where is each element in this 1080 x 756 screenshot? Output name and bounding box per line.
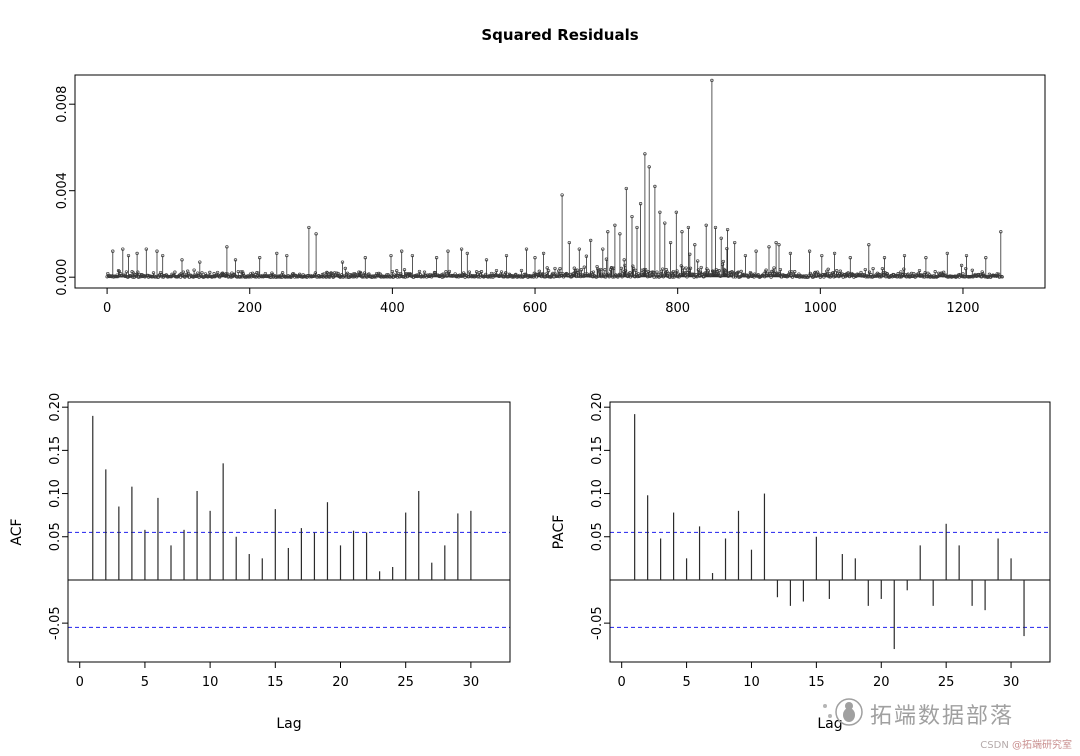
svg-text:200: 200	[237, 301, 262, 316]
watermark-credit: CSDN @拓端研究室	[980, 736, 1072, 751]
svg-text:30: 30	[1003, 675, 1020, 690]
svg-text:30: 30	[463, 675, 480, 690]
svg-text:10: 10	[743, 675, 760, 690]
svg-text:15: 15	[808, 675, 825, 690]
svg-text:-0.05: -0.05	[590, 606, 605, 640]
svg-text:10: 10	[202, 675, 219, 690]
svg-text:0.000: 0.000	[55, 259, 70, 296]
squared-residuals-plot: 0 200 400 600 800 1000 1200 0.000 0.004 0.008	[55, 74, 1046, 316]
watermark-brand: 拓端数据部落	[869, 704, 1014, 729]
chart-title: Squared Residuals	[481, 26, 639, 44]
svg-text:0.15: 0.15	[48, 436, 63, 465]
svg-text:5: 5	[141, 675, 149, 690]
svg-text:0.15: 0.15	[590, 436, 605, 465]
svg-text:0.05: 0.05	[48, 522, 63, 551]
svg-text:0.004: 0.004	[55, 172, 70, 209]
svg-text:0: 0	[618, 675, 626, 690]
pacf-y-axis-label: PACF	[551, 514, 567, 550]
svg-text:0.05: 0.05	[590, 522, 605, 551]
svg-text:1000: 1000	[804, 301, 837, 316]
acf-plot: 0 5 10 15 20 25 30 0.20 0.15 0.10 0.05 -0.05	[48, 393, 511, 690]
svg-text:0.10: 0.10	[590, 479, 605, 508]
pacf-plot: 0 5 10 15 20 25 30 0.20 0.15 0.10 0.05 -0.05	[590, 393, 1051, 690]
svg-text:25: 25	[938, 675, 955, 690]
svg-text:0.20: 0.20	[48, 393, 63, 422]
pacf-x-axis-label: Lag	[817, 716, 843, 732]
acf-x-axis-label: Lag	[276, 716, 302, 732]
svg-text:20: 20	[332, 675, 349, 690]
svg-text:400: 400	[380, 301, 405, 316]
svg-text:800: 800	[665, 301, 690, 316]
svg-text:1200: 1200	[946, 301, 979, 316]
svg-text:0.20: 0.20	[590, 393, 605, 422]
svg-text:600: 600	[523, 301, 548, 316]
svg-text:15: 15	[267, 675, 284, 690]
svg-text:0.10: 0.10	[48, 479, 63, 508]
svg-text:0.008: 0.008	[55, 86, 70, 123]
svg-text:-0.05: -0.05	[48, 606, 63, 640]
credit-prefix: CSDN	[980, 740, 1012, 751]
watermark: 拓端数据部落	[820, 696, 1014, 732]
svg-text:25: 25	[397, 675, 414, 690]
watermark-logo-icon	[820, 696, 864, 732]
svg-text:20: 20	[873, 675, 890, 690]
svg-text:5: 5	[682, 675, 690, 690]
svg-text:0: 0	[103, 301, 111, 316]
svg-text:0: 0	[76, 675, 84, 690]
credit-name: @拓端研究室	[1012, 740, 1072, 751]
acf-y-axis-label: ACF	[9, 518, 25, 546]
